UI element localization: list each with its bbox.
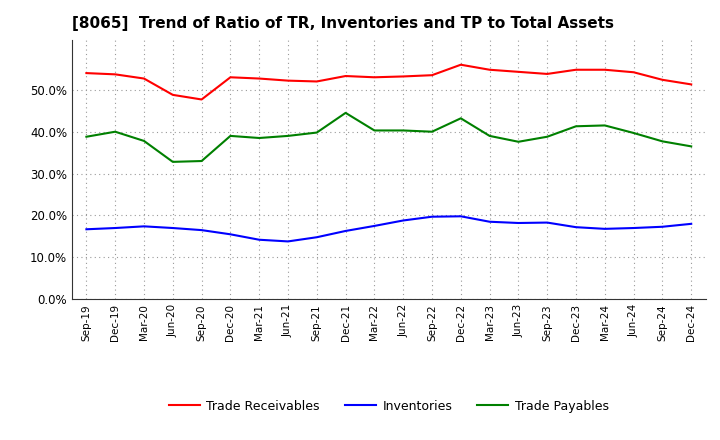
Trade Receivables [370,75,379,80]
Trade Payables [370,128,379,133]
Trade Receivables [168,92,177,98]
Line: Trade Payables: Trade Payables [86,113,691,162]
Legend: Trade Receivables, Inventories, Trade Payables: Trade Receivables, Inventories, Trade Pa… [164,395,613,418]
Inventories [572,224,580,230]
Trade Payables [284,133,292,139]
Inventories [456,214,465,219]
Trade Receivables [687,82,696,87]
Inventories [687,221,696,227]
Trade Receivables [82,70,91,76]
Trade Receivables [485,67,494,73]
Trade Receivables [197,97,206,102]
Trade Payables [687,144,696,149]
Inventories [255,237,264,242]
Inventories [312,235,321,240]
Trade Payables [341,110,350,116]
Trade Payables [629,130,638,136]
Trade Payables [399,128,408,133]
Text: [8065]  Trend of Ratio of TR, Inventories and TP to Total Assets: [8065] Trend of Ratio of TR, Inventories… [72,16,614,32]
Trade Receivables [428,73,436,78]
Trade Receivables [140,76,148,81]
Line: Inventories: Inventories [86,216,691,242]
Inventories [485,219,494,224]
Trade Payables [111,129,120,134]
Trade Payables [543,134,552,139]
Inventories [111,225,120,231]
Inventories [600,226,609,231]
Trade Payables [428,129,436,134]
Inventories [140,224,148,229]
Inventories [370,223,379,228]
Inventories [543,220,552,225]
Trade Receivables [543,71,552,77]
Inventories [226,231,235,237]
Trade Receivables [456,62,465,67]
Trade Payables [226,133,235,139]
Trade Payables [312,130,321,135]
Trade Payables [82,134,91,139]
Trade Payables [255,136,264,141]
Trade Payables [485,133,494,139]
Trade Receivables [312,79,321,84]
Trade Payables [600,123,609,128]
Inventories [168,225,177,231]
Inventories [197,227,206,233]
Trade Receivables [399,74,408,79]
Trade Payables [140,138,148,143]
Trade Receivables [572,67,580,73]
Inventories [428,214,436,220]
Trade Payables [456,116,465,121]
Inventories [399,218,408,223]
Trade Receivables [341,73,350,79]
Trade Receivables [658,77,667,82]
Trade Payables [658,139,667,144]
Inventories [284,239,292,244]
Trade Payables [514,139,523,144]
Inventories [514,220,523,226]
Trade Receivables [514,69,523,74]
Trade Receivables [629,70,638,75]
Inventories [82,227,91,232]
Trade Receivables [255,76,264,81]
Trade Payables [197,158,206,164]
Trade Payables [572,124,580,129]
Trade Receivables [600,67,609,73]
Line: Trade Receivables: Trade Receivables [86,65,691,99]
Inventories [629,225,638,231]
Inventories [658,224,667,229]
Trade Payables [168,159,177,165]
Trade Receivables [226,75,235,80]
Trade Receivables [111,72,120,77]
Trade Receivables [284,78,292,83]
Inventories [341,228,350,234]
